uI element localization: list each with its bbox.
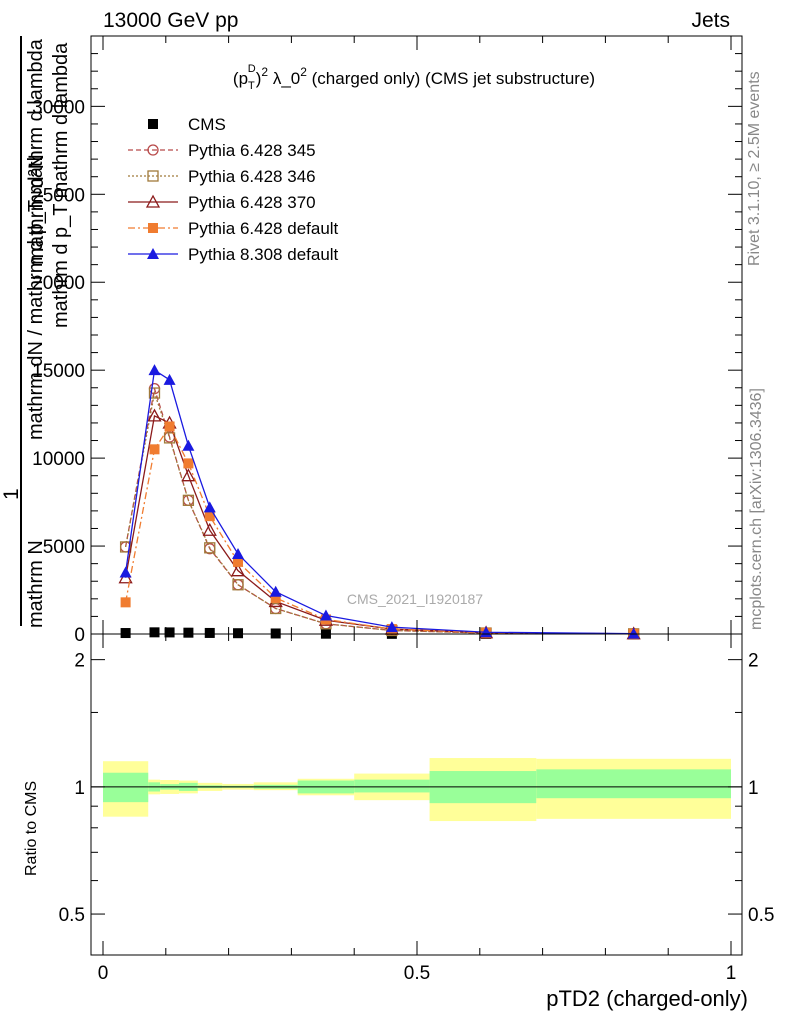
data-point-pythia-6-428-346 — [204, 542, 216, 554]
legend-marker-pythia-6-428-370 — [145, 194, 161, 208]
y-tick-label: 25000 — [32, 185, 85, 206]
legend-label-pythia-6-428-345: Pythia 6.428 345 — [188, 141, 316, 160]
ratio-bands — [103, 758, 731, 822]
data-point-pythia-6-428-370 — [230, 563, 246, 577]
legend-label-pythia-6-428-346: Pythia 6.428 346 — [188, 167, 316, 186]
x-axis-title: pTD2 (charged-only) — [546, 986, 748, 1011]
rivet-version-label: Rivet 3.1.10, ≥ 2.5M events — [746, 71, 763, 266]
stat-uncertainty-band — [103, 772, 149, 803]
plot-title: (pTD)2 λ_02 (charged only) (CMS jet subs… — [233, 63, 595, 92]
data-point-pythia-6-428-346 — [232, 579, 244, 591]
x-tick-label: 0 — [98, 963, 109, 984]
energy-label: 13000 GeV pp — [103, 9, 239, 32]
data-point-cms — [120, 628, 131, 639]
legend-marker-pythia-8-308-default — [147, 248, 159, 259]
process-label: Jets — [691, 9, 730, 32]
data-point-pythia-8-308-default — [163, 373, 176, 385]
data-point-pythia-8-308-default — [148, 364, 161, 376]
data-point-pythia-6-428-default — [164, 421, 175, 432]
axis-ticks: 0 5000 10000 15000 20000 25000 30000 0 0.5 1 0.5 0.… — [32, 36, 774, 984]
stat-uncertainty-band — [354, 779, 430, 793]
data-point-pythia-6-428-370 — [147, 408, 162, 422]
legend-marker-pythia-6-428-345 — [147, 144, 159, 156]
data-point-pythia-8-308-default — [269, 585, 282, 597]
analysis-watermark: CMS_2021_I1920187 — [347, 591, 483, 607]
data-point-pythia-6-428-default — [233, 556, 244, 567]
ratio-tick-label: 1 — [748, 778, 759, 799]
y-tick-label: 5000 — [43, 537, 85, 558]
legend-marker-pythia-6-428-346 — [147, 170, 159, 182]
y-tick-label: 0 — [74, 625, 85, 646]
y-tick-label: 15000 — [32, 361, 85, 382]
data-point-cms — [164, 627, 175, 638]
ratio-tick-label: 0.5 — [748, 905, 774, 926]
data-point-cms — [204, 627, 215, 638]
legend-label-pythia-6-428-370: Pythia 6.428 370 — [188, 193, 316, 212]
y-axis-label-overlay-2: mathrm dN / mathrm d p_T mathrm d lambda — [25, 39, 47, 440]
legend-label-pythia-6-428-default: Pythia 6.428 default — [188, 219, 339, 238]
ratio-tick-label: 0.5 — [59, 905, 85, 926]
series-line-pythia-6-428-346 — [124, 390, 634, 635]
stat-uncertainty-band — [536, 769, 731, 799]
data-point-pythia-8-308-default — [119, 566, 132, 578]
data-point-pythia-6-428-default — [183, 458, 194, 469]
data-point-pythia-8-308-default — [232, 547, 245, 559]
data-point-pythia-6-428-346 — [270, 602, 282, 615]
data-point-cms — [233, 628, 244, 639]
data-point-pythia-6-428-370 — [202, 522, 217, 536]
data-point-pythia-8-308-default — [319, 609, 332, 621]
data-point-pythia-8-308-default — [203, 501, 216, 513]
data-point-cms — [183, 627, 194, 638]
data-point-pythia-6-428-default — [149, 444, 160, 455]
y-tick-label: 20000 — [32, 273, 85, 294]
ratio-y-axis-label: Ratio to CMS — [23, 780, 40, 876]
legend-label-cms: CMS — [188, 115, 226, 134]
ratio-tick-label: 2 — [74, 651, 85, 672]
data-point-pythia-6-428-default — [270, 592, 281, 603]
data-point-pythia-6-428-370 — [181, 468, 196, 482]
y-axis-denominator: mathrm N — [25, 540, 47, 628]
legend-marker-pythia-6-428-default — [148, 223, 158, 233]
data-point-pythia-6-428-346 — [148, 387, 161, 399]
legend-marker-cms — [148, 119, 158, 129]
ratio-tick-label: 2 — [748, 651, 759, 672]
data-point-pythia-8-308-default — [627, 627, 640, 639]
data-point-cms — [149, 627, 160, 638]
data-point-cms — [270, 628, 281, 639]
y-tick-label: 30000 — [32, 97, 85, 118]
x-tick-label: 0.5 — [404, 963, 430, 984]
y-tick-label: 10000 — [32, 449, 85, 470]
data-point-pythia-6-428-default — [120, 597, 131, 608]
data-point-pythia-6-428-346 — [182, 494, 195, 506]
ratio-tick-label: 1 — [74, 778, 85, 799]
legend: CMS Pythia 6.428 345 Pythia 6.428 346 Pythi… — [128, 115, 339, 264]
data-point-pythia-6-428-default — [204, 511, 215, 522]
data-point-pythia-8-308-default — [385, 621, 398, 633]
legend-label-pythia-8-308-default: Pythia 8.308 default — [188, 245, 339, 264]
mcplots-label: mcplots.cern.ch [arXiv:1306.3436] — [748, 388, 765, 630]
y-axis-fraction-bar — [20, 36, 22, 626]
x-tick-label: 1 — [726, 963, 737, 984]
data-point-pythia-8-308-default — [182, 439, 195, 451]
y-axis-label-overlay-3: mathrm d p_T mathrm d lambda — [50, 42, 72, 328]
